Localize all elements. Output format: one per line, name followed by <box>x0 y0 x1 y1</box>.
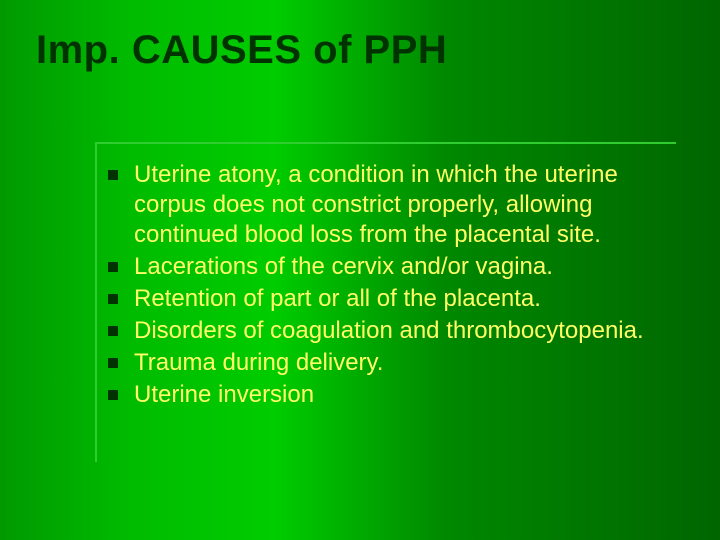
slide: Imp. CAUSES of PPH Uterine atony, a cond… <box>0 0 720 540</box>
bullet-text: Lacerations of the cervix and/or vagina. <box>134 253 553 280</box>
square-bullet-icon <box>108 294 118 304</box>
square-bullet-icon <box>108 262 118 272</box>
bullet-text: Trauma during delivery. <box>134 349 383 376</box>
square-bullet-icon <box>108 326 118 336</box>
list-item: Retention of part or all of the placenta… <box>108 284 678 314</box>
list-item: Uterine inversion <box>108 380 678 410</box>
bullet-text: Uterine atony, a condition in which the … <box>134 161 618 248</box>
bullet-text: Disorders of coagulation and thrombocyto… <box>134 317 644 344</box>
bullet-text: Retention of part or all of the placenta… <box>134 285 541 312</box>
list-item: Uterine atony, a condition in which the … <box>108 160 678 250</box>
bullet-text: Uterine inversion <box>134 381 314 408</box>
content-area: Uterine atony, a condition in which the … <box>108 160 678 412</box>
square-bullet-icon <box>108 358 118 368</box>
decorative-rule-left <box>95 142 97 462</box>
decorative-rule-top <box>96 142 676 144</box>
list-item: Disorders of coagulation and thrombocyto… <box>108 316 678 346</box>
list-item: Trauma during delivery. <box>108 348 678 378</box>
square-bullet-icon <box>108 170 118 180</box>
square-bullet-icon <box>108 390 118 400</box>
bullet-list: Uterine atony, a condition in which the … <box>108 160 678 410</box>
list-item: Lacerations of the cervix and/or vagina. <box>108 252 678 282</box>
slide-title: Imp. CAUSES of PPH <box>36 28 447 73</box>
